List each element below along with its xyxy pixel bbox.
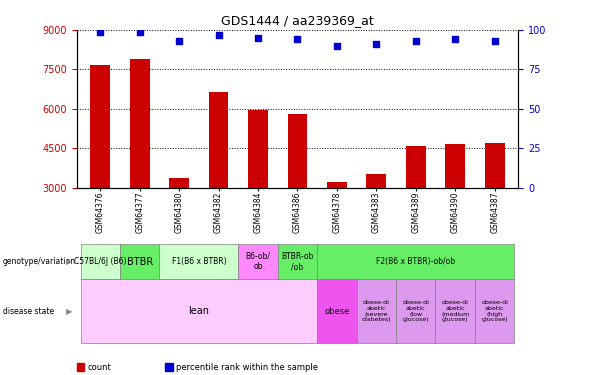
Text: count: count <box>87 363 111 372</box>
Text: obese: obese <box>324 307 350 316</box>
Point <box>332 43 342 49</box>
Text: ▶: ▶ <box>66 307 73 316</box>
Text: obese-di
abetic
(severe
diabetes): obese-di abetic (severe diabetes) <box>362 300 391 322</box>
Bar <box>209 92 229 188</box>
Text: obese-di
abetic
(low
glucose): obese-di abetic (low glucose) <box>402 300 429 322</box>
Text: obese-di
abetic
(medium
glucose): obese-di abetic (medium glucose) <box>441 300 469 322</box>
Point <box>372 41 381 47</box>
Text: disease state: disease state <box>3 307 54 316</box>
Point <box>253 35 263 41</box>
Point <box>214 32 223 38</box>
Bar <box>485 143 505 188</box>
Point <box>174 38 184 44</box>
Text: BTBR-ob
/ob: BTBR-ob /ob <box>282 252 313 271</box>
Bar <box>287 114 307 188</box>
Point <box>135 28 144 34</box>
Point <box>490 38 499 44</box>
Bar <box>366 174 386 188</box>
Bar <box>327 182 347 188</box>
Bar <box>130 59 150 188</box>
Point <box>95 28 105 34</box>
Bar <box>248 110 268 188</box>
Text: F2(B6 x BTBR)-ob/ob: F2(B6 x BTBR)-ob/ob <box>376 257 455 266</box>
Text: genotype/variation: genotype/variation <box>3 257 76 266</box>
Text: obese-di
abetic
(high
glucose): obese-di abetic (high glucose) <box>481 300 508 322</box>
Title: GDS1444 / aa239369_at: GDS1444 / aa239369_at <box>221 15 374 27</box>
Text: lean: lean <box>188 306 209 316</box>
Bar <box>90 65 110 188</box>
Text: percentile rank within the sample: percentile rank within the sample <box>176 363 317 372</box>
Bar <box>406 146 426 188</box>
Text: B6-ob/
ob: B6-ob/ ob <box>246 252 270 271</box>
Text: C57BL/6J (B6): C57BL/6J (B6) <box>74 257 127 266</box>
Point <box>411 38 421 44</box>
Point <box>451 36 460 42</box>
Text: ▶: ▶ <box>66 257 73 266</box>
Point <box>293 36 302 42</box>
Bar <box>169 178 189 188</box>
Bar <box>445 144 465 188</box>
Text: F1(B6 x BTBR): F1(B6 x BTBR) <box>171 257 226 266</box>
Text: BTBR: BTBR <box>127 256 153 267</box>
